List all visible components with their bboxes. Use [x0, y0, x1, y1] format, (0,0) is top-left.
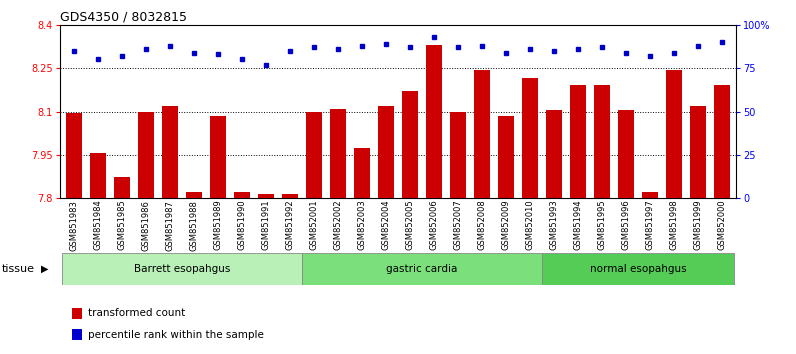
FancyBboxPatch shape — [62, 253, 302, 285]
Bar — [115, 177, 130, 198]
Bar — [90, 153, 106, 198]
Bar — [234, 193, 250, 198]
Bar — [690, 106, 706, 198]
Bar — [139, 112, 154, 198]
Bar — [474, 70, 490, 198]
Bar — [618, 110, 634, 198]
Bar — [354, 148, 370, 198]
Text: tissue: tissue — [2, 264, 34, 274]
Text: gastric cardia: gastric cardia — [386, 264, 458, 274]
Bar — [378, 106, 394, 198]
Bar — [330, 109, 345, 198]
Bar — [66, 113, 82, 198]
Bar — [162, 106, 178, 198]
Bar — [498, 116, 513, 198]
Bar — [402, 91, 418, 198]
Bar — [426, 45, 442, 198]
FancyBboxPatch shape — [542, 253, 734, 285]
Bar — [594, 86, 610, 198]
FancyBboxPatch shape — [302, 253, 542, 285]
Bar — [546, 110, 562, 198]
Text: transformed count: transformed count — [88, 308, 185, 318]
Text: Barrett esopahgus: Barrett esopahgus — [134, 264, 230, 274]
Bar — [642, 193, 657, 198]
Bar — [451, 112, 466, 198]
Bar — [186, 193, 202, 198]
Bar — [283, 194, 298, 198]
Bar — [714, 86, 730, 198]
Bar — [72, 329, 82, 340]
Text: percentile rank within the sample: percentile rank within the sample — [88, 330, 264, 339]
Bar — [72, 308, 82, 319]
Bar — [306, 112, 322, 198]
Bar — [522, 78, 538, 198]
Text: GDS4350 / 8032815: GDS4350 / 8032815 — [60, 11, 187, 24]
Bar — [210, 116, 226, 198]
Bar — [258, 194, 274, 198]
Text: ▶: ▶ — [41, 264, 49, 274]
Bar — [666, 70, 681, 198]
Text: normal esopahgus: normal esopahgus — [590, 264, 686, 274]
Bar — [570, 86, 586, 198]
